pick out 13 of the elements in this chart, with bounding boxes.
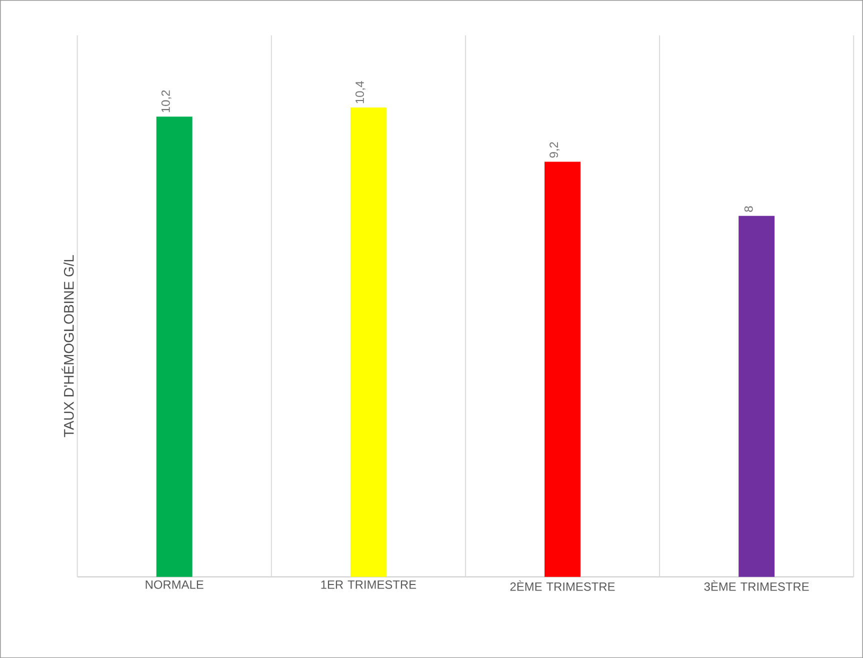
x-tick-label: NORMALE xyxy=(146,580,204,589)
data-label: 10,4 xyxy=(356,81,366,104)
bar xyxy=(738,216,775,577)
x-tick-label: 3ÈME TRIMESTRE xyxy=(704,580,809,591)
y-axis-title: TAUX D'HÉMOGLOBINE G/L xyxy=(62,255,74,438)
x-tick-label: 1ER TRIMESTRE xyxy=(321,580,416,589)
data-label: 9,2 xyxy=(550,142,560,158)
data-label: 10,2 xyxy=(161,90,172,112)
bar xyxy=(350,107,386,577)
bar xyxy=(156,116,192,577)
bar xyxy=(544,162,580,577)
x-tick-label: 2ÈME TRIMESTRE xyxy=(510,580,615,591)
data-label: 8 xyxy=(744,206,753,212)
